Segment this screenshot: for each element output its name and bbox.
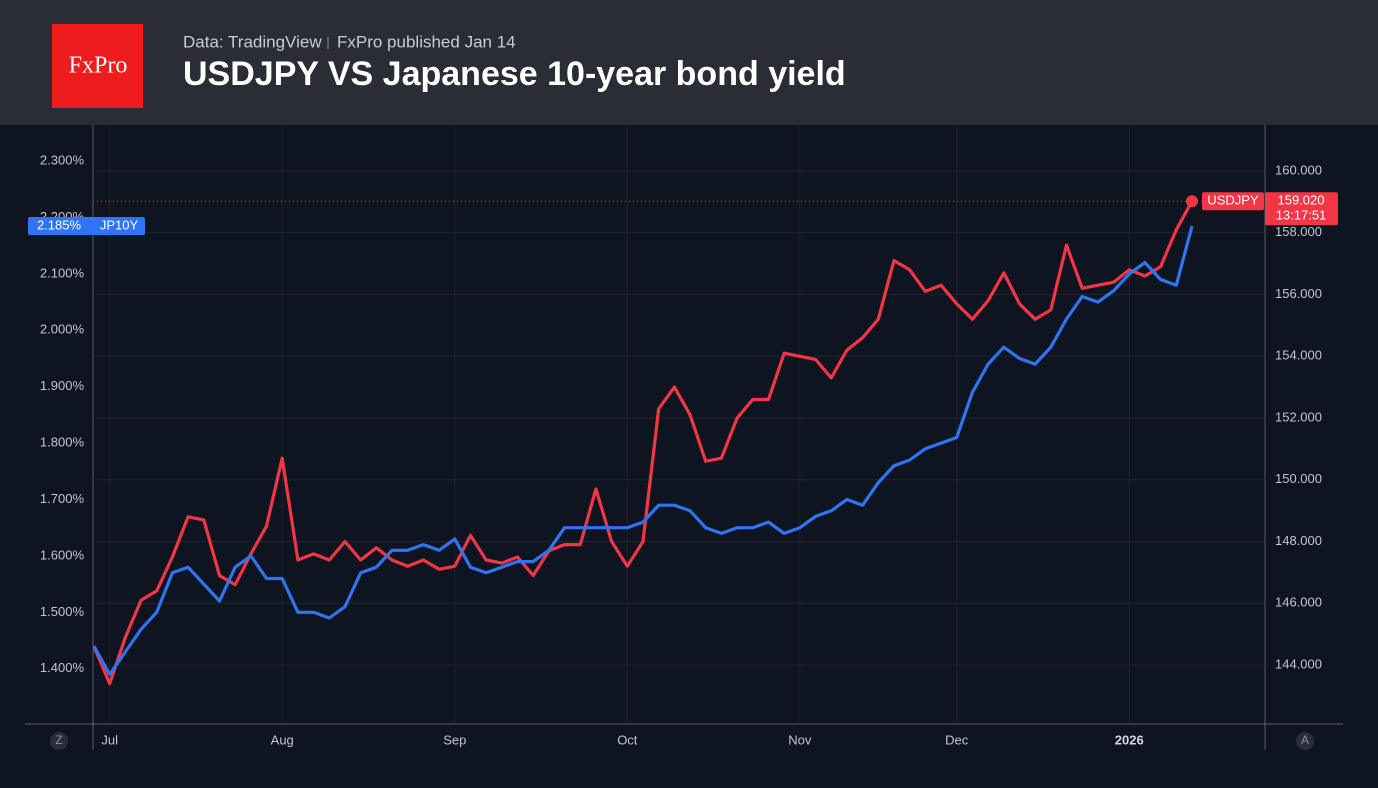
last-point (1186, 195, 1198, 208)
price-tag (1265, 192, 1338, 226)
value-label: 2.185% (37, 217, 82, 232)
a-button[interactable] (1296, 732, 1314, 750)
x-tick-label: Dec (945, 732, 969, 747)
header (0, 0, 1378, 125)
y2-tick-label: 160.000 (1275, 162, 1322, 177)
price-tag (28, 216, 145, 235)
plot (92, 195, 1265, 686)
y2-tick-label: 148.000 (1275, 533, 1322, 548)
y-tick-label: 2.000% (40, 322, 85, 337)
logo-text: FxPro (69, 53, 128, 79)
y2-tick-label: 144.000 (1275, 656, 1322, 671)
grid (93, 125, 1265, 724)
y-tick-label: 2.100% (40, 265, 85, 280)
y-tick-label: 1.800% (40, 435, 85, 450)
value-label: 159.020 (1278, 193, 1325, 208)
a-label[interactable]: A (1301, 733, 1309, 747)
published: FxPro published Jan 14 (337, 32, 516, 51)
x-tick-label: Jul (101, 732, 118, 747)
y-tick-label: 1.900% (40, 378, 85, 393)
y2-tick-label: 150.000 (1275, 471, 1322, 486)
source: Data: TradingView (183, 32, 322, 51)
x-tick-label: Aug (271, 732, 294, 747)
labels: 1.400% 1.500% 1.600% 1.700% 1.800% 1.900% 2.00… (28, 153, 1338, 747)
y-tick-label: 1.600% (40, 547, 85, 562)
y-tick-label: 1.500% (40, 604, 85, 619)
y-tick-label: 1.400% (40, 660, 85, 675)
chart-title: USDJPY VS Japanese 10-year bond yield (183, 55, 846, 93)
y2-tick-label: 152.000 (1275, 409, 1322, 424)
x-tick-label: 2026 (1115, 732, 1144, 747)
y2-tick-label: 158.000 (1275, 224, 1322, 239)
x-tick-label: Oct (617, 732, 638, 747)
z-label[interactable]: Z (55, 733, 62, 747)
y2-tick-label: 146.000 (1275, 595, 1322, 610)
y-tick-label: 1.700% (40, 491, 85, 506)
legend-label: USDJPY (1207, 193, 1259, 208)
legend-label: JP10Y (100, 217, 139, 232)
series-line (92, 225, 1194, 676)
logo (52, 24, 143, 108)
series-line (92, 200, 1194, 686)
y2-tick-label: 156.000 (1275, 286, 1322, 301)
z-button[interactable] (50, 732, 68, 750)
y2-tick-label: 154.000 (1275, 348, 1322, 363)
x-tick-label: Nov (788, 732, 812, 747)
series-tag (1202, 192, 1264, 211)
y-tick-label: 2.300% (40, 153, 85, 168)
x-tick-label: Sep (443, 732, 466, 747)
countdown: 13:17:51 (1276, 208, 1327, 223)
